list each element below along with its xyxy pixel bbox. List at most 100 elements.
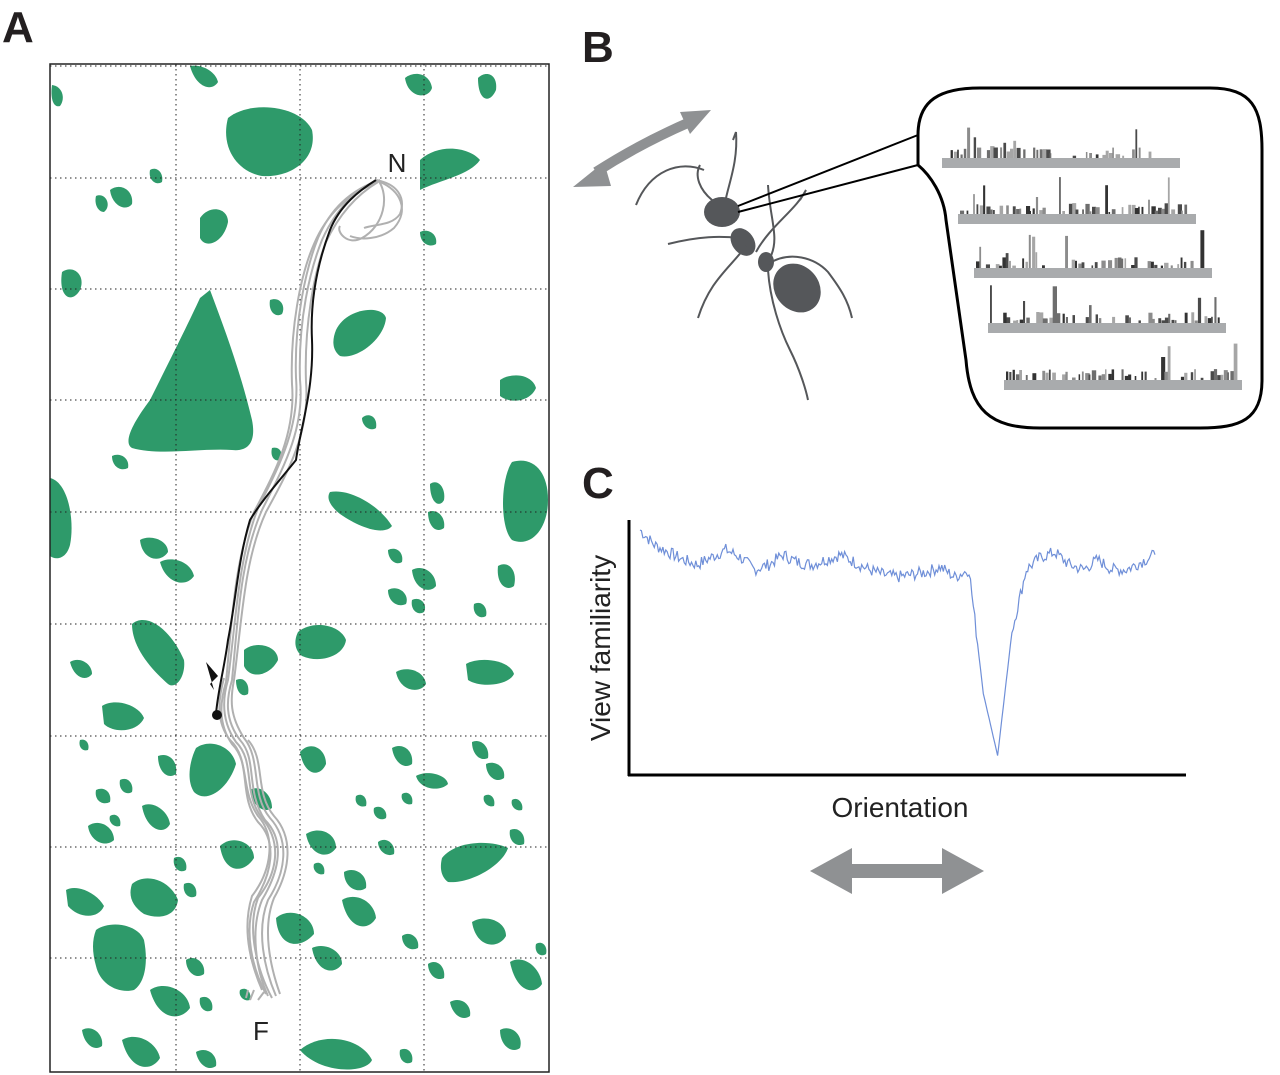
vegetation-patch xyxy=(509,828,525,846)
view-skyline-block xyxy=(993,210,995,214)
vegetation-patch xyxy=(271,447,282,461)
view-skyline-block xyxy=(1207,318,1213,323)
view-skyline-block xyxy=(1161,208,1166,214)
vegetation-patch xyxy=(344,869,367,891)
view-skyline-block xyxy=(960,154,963,158)
view-skyline-block xyxy=(999,265,1002,268)
vegetation-patch xyxy=(500,1028,521,1050)
view-skyline-block xyxy=(1085,203,1090,214)
vegetation-patch xyxy=(130,878,178,917)
view-skyline-block xyxy=(1230,371,1235,380)
view-skyline-block xyxy=(1115,154,1121,158)
vegetation-patch xyxy=(220,840,254,869)
view-skyline-block xyxy=(1025,375,1028,380)
feeder-label: F xyxy=(253,1016,269,1046)
vegetation-patch xyxy=(190,65,218,88)
view-skyline-block xyxy=(1075,209,1079,214)
view-skyline-block xyxy=(1072,155,1077,158)
view-skyline-block xyxy=(1128,204,1131,214)
view-skyline-block xyxy=(1151,206,1156,214)
view-skyline-block xyxy=(1147,261,1152,268)
route-trace xyxy=(363,179,403,229)
view-skyline-block xyxy=(1092,206,1097,214)
rotation-arrow-icon xyxy=(573,110,711,187)
view-skyline-block xyxy=(1158,318,1162,323)
vegetation-patch xyxy=(200,209,228,244)
view-skyline-block xyxy=(1111,209,1116,214)
view-skyline-block xyxy=(1211,316,1213,323)
view-skyline-block xyxy=(1039,149,1043,158)
view-skyline-block xyxy=(1200,377,1204,380)
view-skyline-block xyxy=(1164,317,1170,323)
view-skyline-block xyxy=(979,205,984,214)
vegetation-patch xyxy=(128,290,254,452)
view-skyline-block xyxy=(1019,319,1024,323)
stored-views xyxy=(942,127,1242,390)
view-skyline-block xyxy=(1068,203,1073,214)
view-skyline-block xyxy=(1088,211,1092,214)
view-skyline-block xyxy=(1108,212,1111,214)
map-grid xyxy=(50,64,549,1072)
view-skyline-block xyxy=(1006,371,1009,380)
view-skyline-block xyxy=(1194,369,1196,380)
view-skyline-block xyxy=(990,146,995,158)
view-skyline-block xyxy=(1220,374,1224,380)
view-skyline-block xyxy=(1122,155,1125,158)
view-skyline-block xyxy=(1039,210,1044,214)
vegetation-patch xyxy=(511,798,523,811)
view-skyline-block xyxy=(1121,369,1124,380)
vegetation-patch xyxy=(189,743,236,797)
view-skyline-block xyxy=(1085,152,1088,158)
view-skyline-block xyxy=(1223,370,1228,380)
vegetation-patch xyxy=(95,788,111,804)
view-horizon-strip xyxy=(942,158,1180,168)
view-skyline-block xyxy=(1065,317,1068,323)
view-skyline-block xyxy=(1141,371,1144,380)
vegetation-patch xyxy=(440,842,508,883)
vegetation-patch xyxy=(88,822,114,844)
vegetation-patch xyxy=(149,168,163,184)
view-skyline-block xyxy=(1006,205,1009,214)
view-skyline-block xyxy=(1009,372,1012,380)
view-skyline-block xyxy=(1101,260,1106,268)
view-skyline-block xyxy=(973,137,977,158)
view-skyline-block xyxy=(1026,317,1030,323)
view-skyline-block xyxy=(1117,257,1122,268)
vegetation-patch xyxy=(122,1036,160,1067)
view-skyline-block xyxy=(1168,313,1171,323)
view-skyline-block xyxy=(1134,208,1140,214)
vegetation-patch xyxy=(472,918,506,945)
map-frame xyxy=(49,63,550,1073)
view-skyline-block xyxy=(1062,313,1065,323)
learned-routes xyxy=(218,179,403,1001)
view-skyline-block xyxy=(1161,357,1166,380)
vegetation-patch xyxy=(306,830,336,855)
route-trace xyxy=(223,179,381,999)
view-skyline-block xyxy=(1003,142,1007,158)
view-skyline-block xyxy=(973,194,975,214)
view-skyline-block xyxy=(1078,374,1081,380)
view-skyline-block xyxy=(950,150,953,158)
view-skyline-block xyxy=(960,210,965,214)
vegetation-patch xyxy=(93,924,146,991)
view-skyline-block xyxy=(1134,376,1137,380)
vegetation-patch xyxy=(392,745,413,767)
view-skyline-block xyxy=(1015,374,1020,380)
orientation-arrow-icon xyxy=(810,848,984,894)
view-skyline-block xyxy=(1088,374,1091,380)
vegetation-patch xyxy=(66,887,104,916)
view-skyline-block xyxy=(1138,147,1141,158)
view-skyline-block xyxy=(1121,207,1124,214)
vegetation-patch xyxy=(412,567,436,590)
view-skyline-block xyxy=(953,151,959,158)
view-skyline-block xyxy=(1200,230,1205,268)
view-skyline-block xyxy=(1023,149,1026,158)
view-skyline-block xyxy=(983,185,986,214)
view-skyline-block xyxy=(1108,260,1113,268)
view-skyline-block xyxy=(1042,370,1046,380)
view-skyline-block xyxy=(1180,376,1185,380)
view-skyline-block xyxy=(1138,206,1140,214)
view-skyline-block xyxy=(1114,257,1118,268)
vegetation-patch xyxy=(112,454,129,470)
